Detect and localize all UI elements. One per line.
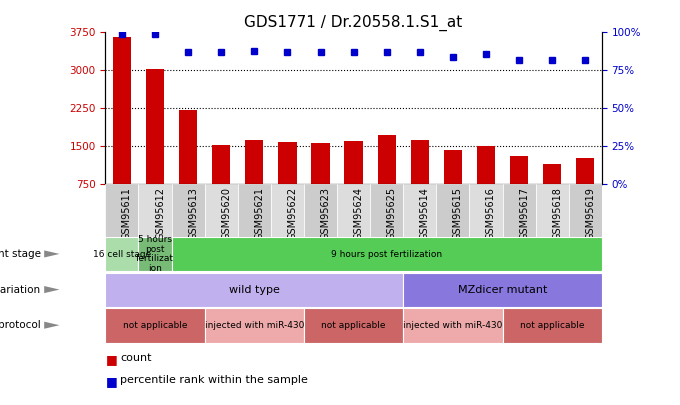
Bar	[113, 37, 131, 184]
Bar	[403, 184, 437, 237]
Bar	[568, 184, 602, 237]
Text: GSM95621: GSM95621	[254, 187, 265, 240]
Bar	[477, 146, 495, 184]
Text: wild type: wild type	[229, 285, 279, 295]
Text: injected with miR-430: injected with miR-430	[403, 321, 503, 330]
Text: GSM95614: GSM95614	[420, 187, 430, 240]
Bar	[238, 184, 271, 237]
Text: MZdicer mutant: MZdicer mutant	[458, 285, 547, 295]
Text: GSM95622: GSM95622	[288, 187, 297, 240]
Text: not applicable: not applicable	[322, 321, 386, 330]
Text: GSM95618: GSM95618	[552, 187, 562, 240]
Bar	[278, 142, 296, 184]
Bar	[271, 184, 304, 237]
Bar	[503, 308, 602, 343]
Bar	[179, 110, 197, 184]
Bar	[536, 184, 568, 237]
Text: GSM95612: GSM95612	[155, 187, 165, 240]
Bar	[205, 308, 304, 343]
Text: not applicable: not applicable	[520, 321, 584, 330]
Title: GDS1771 / Dr.20558.1.S1_at: GDS1771 / Dr.20558.1.S1_at	[245, 15, 462, 31]
Text: 16 cell stage: 16 cell stage	[93, 249, 151, 259]
Text: injected with miR-430: injected with miR-430	[205, 321, 304, 330]
Bar	[403, 308, 503, 343]
Text: GSM95619: GSM95619	[585, 187, 595, 240]
Bar	[437, 184, 469, 237]
Bar	[510, 156, 528, 184]
Bar	[543, 164, 561, 184]
Bar	[171, 237, 602, 271]
Bar	[403, 273, 602, 307]
Bar	[337, 184, 370, 237]
Text: GSM95624: GSM95624	[354, 187, 364, 240]
Text: ■: ■	[105, 353, 117, 366]
Bar	[105, 237, 139, 271]
Bar	[304, 184, 337, 237]
Text: GSM95625: GSM95625	[387, 187, 396, 240]
Polygon shape	[44, 250, 60, 258]
Bar	[245, 140, 263, 184]
Text: 9 hours post fertilization: 9 hours post fertilization	[331, 249, 442, 259]
Bar	[105, 308, 205, 343]
Text: GSM95617: GSM95617	[519, 187, 529, 240]
Bar	[171, 184, 205, 237]
Bar	[139, 237, 171, 271]
Polygon shape	[44, 286, 60, 293]
Bar	[370, 184, 403, 237]
Bar	[469, 184, 503, 237]
Bar	[311, 143, 330, 184]
Text: GSM95623: GSM95623	[320, 187, 330, 240]
Text: GSM95613: GSM95613	[188, 187, 198, 240]
Bar	[304, 308, 403, 343]
Text: development stage: development stage	[0, 249, 41, 259]
Text: GSM95611: GSM95611	[122, 187, 132, 240]
Bar	[503, 184, 536, 237]
Text: ■: ■	[105, 375, 117, 388]
Text: GSM95616: GSM95616	[486, 187, 496, 240]
Bar	[139, 184, 171, 237]
Bar	[345, 141, 362, 184]
Text: percentile rank within the sample: percentile rank within the sample	[120, 375, 308, 385]
Text: count: count	[120, 353, 152, 363]
Bar	[205, 184, 238, 237]
Bar	[576, 158, 594, 184]
Bar	[377, 135, 396, 184]
Text: 5 hours
post
fertilizat
ion: 5 hours post fertilizat ion	[136, 235, 174, 273]
Bar	[146, 69, 164, 184]
Bar	[411, 140, 429, 184]
Text: protocol: protocol	[0, 320, 41, 330]
Text: not applicable: not applicable	[123, 321, 187, 330]
Bar	[444, 150, 462, 184]
Bar	[105, 273, 403, 307]
Polygon shape	[44, 322, 60, 329]
Text: GSM95615: GSM95615	[453, 187, 463, 240]
Text: genotype/variation: genotype/variation	[0, 285, 41, 295]
Bar	[212, 145, 231, 184]
Bar	[105, 184, 139, 237]
Text: GSM95620: GSM95620	[221, 187, 231, 240]
